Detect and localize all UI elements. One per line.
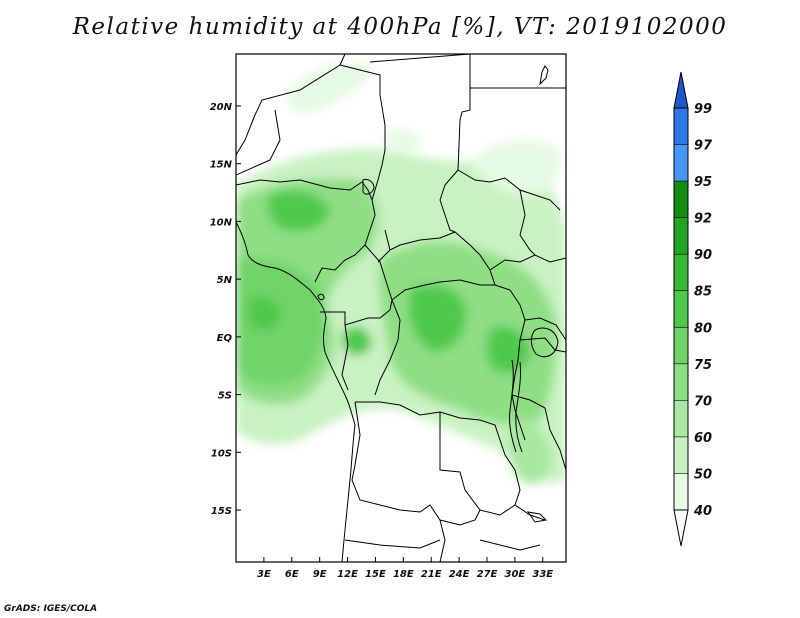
lat-tick-label: EQ xyxy=(217,333,233,344)
latitude-axis: 20N 15N 10N 5N EQ 5S 10S 15S xyxy=(210,102,241,517)
colorbar-min-arrow xyxy=(673,509,689,547)
credit-label: GrADS: IGES/COLA xyxy=(4,604,98,614)
colorbar-segment xyxy=(674,400,688,437)
map-frame xyxy=(235,53,567,563)
colorbar-label: 75 xyxy=(694,358,712,373)
colorbar-segment xyxy=(674,436,688,474)
lon-tick-label: 27E xyxy=(477,569,498,580)
colorbar-segment xyxy=(674,290,688,328)
colorbar-segment xyxy=(674,327,688,364)
colorbar-label: 95 xyxy=(694,175,712,190)
colorbar-label: 80 xyxy=(694,321,712,336)
colorbar-segment xyxy=(674,181,688,218)
colorbar-segment xyxy=(674,363,688,401)
colorbar-label: 97 xyxy=(694,139,713,154)
colorbar-segment xyxy=(674,254,688,291)
lat-tick-label: 20N xyxy=(210,102,233,113)
humidity-shading xyxy=(236,61,566,484)
lat-tick-label: 10N xyxy=(210,217,233,228)
map-title: Relative humidity at 400hPa [%], VT: 201… xyxy=(72,14,728,40)
longitude-axis: 3E 6E 9E 12E 15E 18E 21E 24E 27E 30E 33E xyxy=(257,557,553,580)
colorbar-max-arrow xyxy=(673,71,689,109)
colorbar-segment xyxy=(674,144,688,182)
lon-tick-label: 6E xyxy=(285,569,299,580)
colorbar-label: 60 xyxy=(694,431,712,446)
lat-tick-label: 5N xyxy=(217,275,233,286)
lat-tick-label: 15S xyxy=(211,506,232,517)
colorbar-segment xyxy=(674,473,688,510)
lon-tick-label: 15E xyxy=(365,569,386,580)
lon-tick-label: 30E xyxy=(504,569,525,580)
colorbar-label: 99 xyxy=(694,102,712,117)
colorbar-label: 92 xyxy=(694,212,712,227)
colorbar-label: 70 xyxy=(694,394,712,409)
lat-tick-label: 10S xyxy=(211,448,232,459)
colorbar-label: 50 xyxy=(694,467,712,482)
lon-tick-label: 3E xyxy=(257,569,271,580)
lon-tick-label: 12E xyxy=(337,569,358,580)
colorbar: 40 50 60 70 75 80 85 90 92 95 97 99 xyxy=(673,71,713,547)
lon-tick-label: 18E xyxy=(393,569,414,580)
colorbar-label: 90 xyxy=(694,248,712,263)
lon-tick-label: 21E xyxy=(421,569,442,580)
colorbar-segment xyxy=(674,108,688,145)
colorbar-label: 85 xyxy=(694,285,712,300)
lat-tick-label: 15N xyxy=(210,160,233,171)
colorbar-label: 40 xyxy=(693,504,712,519)
lon-tick-label: 33E xyxy=(532,569,553,580)
lon-tick-label: 9E xyxy=(313,569,327,580)
country-boundaries xyxy=(236,54,566,562)
colorbar-segment xyxy=(674,217,688,255)
lat-tick-label: 5S xyxy=(218,391,232,402)
lon-tick-label: 24E xyxy=(449,569,470,580)
